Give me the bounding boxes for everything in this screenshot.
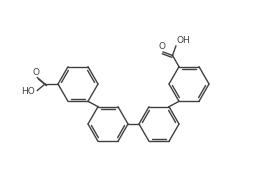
Text: OH: OH bbox=[177, 36, 191, 45]
Text: O: O bbox=[159, 42, 166, 51]
Text: HO: HO bbox=[22, 87, 35, 96]
Text: O: O bbox=[33, 68, 40, 77]
